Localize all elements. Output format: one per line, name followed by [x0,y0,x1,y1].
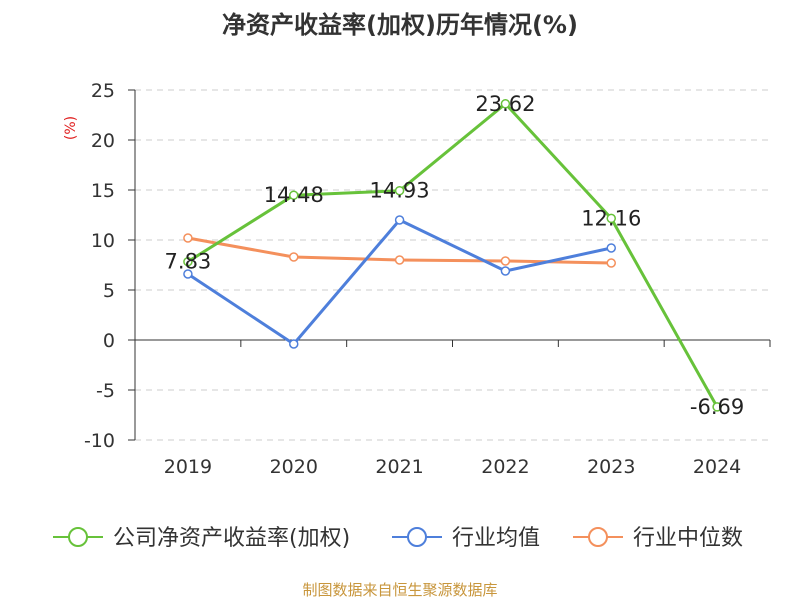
y-tick-label: 10 [91,230,115,252]
x-tick-label: 2020 [270,456,318,478]
legend-label: 行业中位数 [633,526,743,551]
data-point [500,99,511,109]
x-tick-label: 2024 [693,456,741,478]
data-labels: 7.83 14.48 14.93 23.62 12.16 -6.69 [165,92,745,419]
data-point [289,252,299,262]
x-tick-label: 2019 [164,456,212,478]
x-tick-label: 2023 [587,456,635,478]
data-point [394,215,405,225]
grid-lines [135,89,770,441]
data-label: 23.62 [475,92,535,116]
source-note: 制图数据来自恒生聚源数据库 [302,581,497,599]
y-tick-label: -5 [96,380,115,402]
data-point [183,269,193,279]
data-point [394,255,405,265]
data-label: 14.48 [264,183,324,207]
data-point [289,339,299,349]
axes: 25 20 15 10 5 0 -5 -10 2019 2020 2021 2022 2023 2024 [84,80,771,478]
data-point [500,266,511,276]
data-point [183,256,193,267]
data-label: -6.69 [690,395,744,419]
legend-label: 行业均值 [452,526,540,551]
y-tick-label: 25 [91,80,115,102]
legend-marker [588,527,608,547]
x-tick-label: 2022 [481,456,529,478]
data-point [500,256,511,266]
y-tick-label: -10 [84,430,115,452]
y-tick-label: 5 [103,280,115,302]
data-point [712,402,722,412]
data-label: 7.83 [165,250,212,274]
legend-label: 公司净资产收益率(加权) [113,526,350,551]
data-label: 12.16 [581,206,641,230]
chart-title: 净资产收益率(加权)历年情况(%) [222,11,578,39]
series-line [187,102,719,408]
data-point [289,190,299,200]
y-tick-label: 15 [91,180,115,202]
y-axis-label: (%) [63,116,79,140]
data-point [394,185,405,196]
y-tick-label: 0 [103,330,115,352]
data-point [606,213,616,224]
legend-marker [68,527,88,547]
data-point [183,233,193,243]
series-line [187,218,612,346]
legend-marker [407,527,427,547]
data-label: 14.93 [370,179,430,203]
series-lines [183,99,722,412]
data-point [606,258,616,268]
data-point [606,243,616,253]
x-tick-label: 2021 [375,456,423,478]
legend: 公司净资产收益率(加权) 行业均值 行业中位数 [53,526,743,551]
y-tick-label: 20 [91,130,115,152]
